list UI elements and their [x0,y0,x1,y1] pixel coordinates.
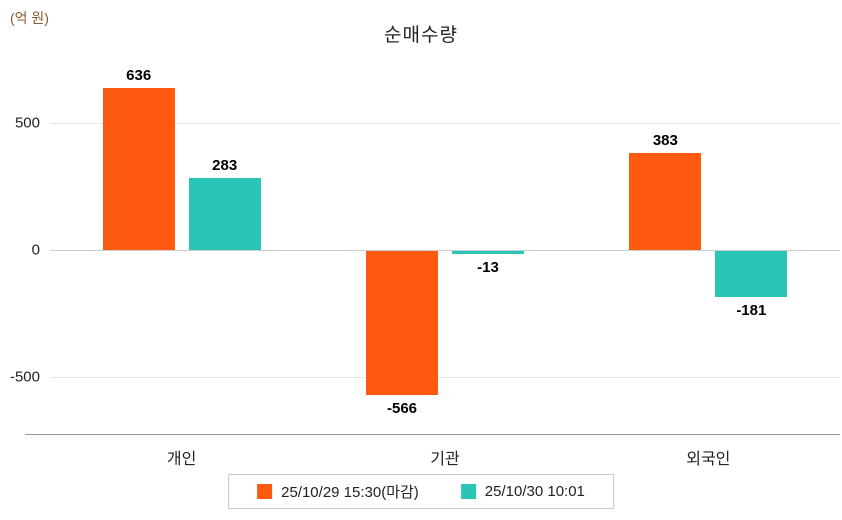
gridline [50,377,840,378]
zero-gridline [50,250,840,251]
legend-label: 25/10/30 10:01 [484,483,585,500]
y-tick-label: -500 [9,368,40,386]
x-category-label: 개인 [166,451,197,468]
y-axis-unit-label: (억 원) [10,10,49,26]
bar-series2-기관 [452,251,524,255]
bar-value-label: -566 [386,399,418,417]
y-tick-label: 0 [31,241,40,259]
legend-swatch [257,484,273,499]
plot-area: 500 0 -500 개인 636 283 기관 -566 -13 외국인 383 -181 [10,60,840,468]
bar-value-label: -13 [477,259,499,277]
bar-value-label: 383 [652,131,678,149]
bar-series1-개인 [102,88,175,250]
bar-series1-외국인 [629,152,702,250]
x-category-label: 외국인 [686,451,731,468]
bar-value-label: -181 [736,301,767,319]
x-category-label: 기관 [430,451,460,468]
legend-item: 25/10/29 15:30(마감) [257,481,419,502]
x-axis-line [25,434,840,435]
bar-value-label: 636 [126,67,152,85]
chart-title: 순매수량 [384,25,458,46]
bar-series1-기관 [366,251,438,395]
bar-value-label: 283 [212,157,238,175]
gridline [50,123,840,124]
legend-swatch [460,484,476,499]
legend: 25/10/29 15:30(마감) 25/10/30 10:01 [228,474,614,509]
bar-series2-외국인 [715,251,788,297]
legend-label: 25/10/29 15:30(마감) [281,484,419,501]
bar-series2-개인 [188,178,261,250]
legend-item: 25/10/30 10:01 [460,483,585,500]
y-tick-label: 500 [14,114,40,132]
